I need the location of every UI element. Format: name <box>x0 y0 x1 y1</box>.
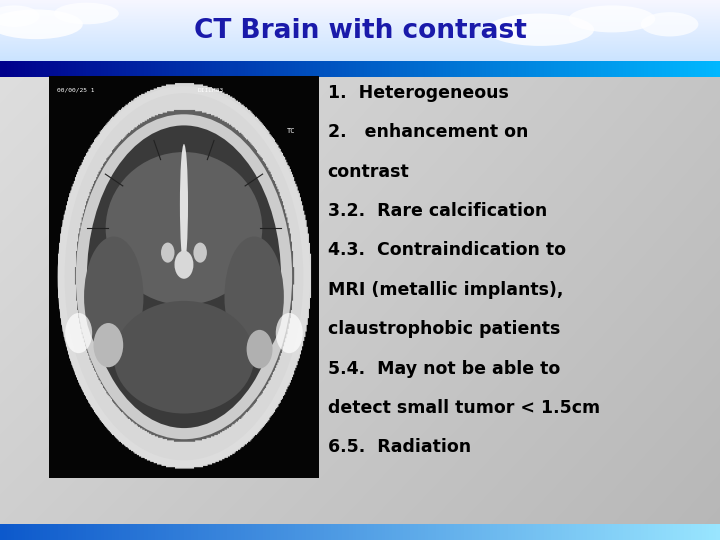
Circle shape <box>94 323 123 367</box>
Ellipse shape <box>641 12 698 37</box>
Text: 3.2.  Rare calcification: 3.2. Rare calcification <box>328 202 547 220</box>
Ellipse shape <box>84 124 284 430</box>
Ellipse shape <box>276 313 302 353</box>
Ellipse shape <box>0 10 83 39</box>
Ellipse shape <box>569 5 655 32</box>
Text: TC: TC <box>287 128 295 134</box>
Text: 1.  Heterogeneous: 1. Heterogeneous <box>328 84 508 102</box>
Ellipse shape <box>106 152 262 305</box>
Text: 00/00/25 1: 00/00/25 1 <box>57 87 94 93</box>
Text: claustrophobic patients: claustrophobic patients <box>328 320 560 338</box>
Text: 4.3.  Contraindication to: 4.3. Contraindication to <box>328 241 566 259</box>
Text: detect small tumor < 1.5cm: detect small tumor < 1.5cm <box>328 399 600 417</box>
Ellipse shape <box>180 144 188 265</box>
Ellipse shape <box>114 301 254 414</box>
Ellipse shape <box>174 251 194 279</box>
Ellipse shape <box>225 237 284 357</box>
Circle shape <box>194 242 207 262</box>
Ellipse shape <box>54 3 119 24</box>
Text: CT Brain with contrast: CT Brain with contrast <box>194 18 526 44</box>
Text: 5.4.  May not be able to: 5.4. May not be able to <box>328 360 560 377</box>
Ellipse shape <box>65 313 92 353</box>
Ellipse shape <box>84 237 143 357</box>
Text: contrast: contrast <box>328 163 410 180</box>
Circle shape <box>246 330 272 368</box>
Text: DIILH03: DIILH03 <box>197 87 224 93</box>
Circle shape <box>161 242 174 262</box>
Ellipse shape <box>0 5 40 27</box>
Text: 2.   enhancement on: 2. enhancement on <box>328 123 528 141</box>
Text: 6.5.  Radiation: 6.5. Radiation <box>328 438 471 456</box>
Ellipse shape <box>486 14 594 46</box>
Text: MRI (metallic implants),: MRI (metallic implants), <box>328 281 563 299</box>
